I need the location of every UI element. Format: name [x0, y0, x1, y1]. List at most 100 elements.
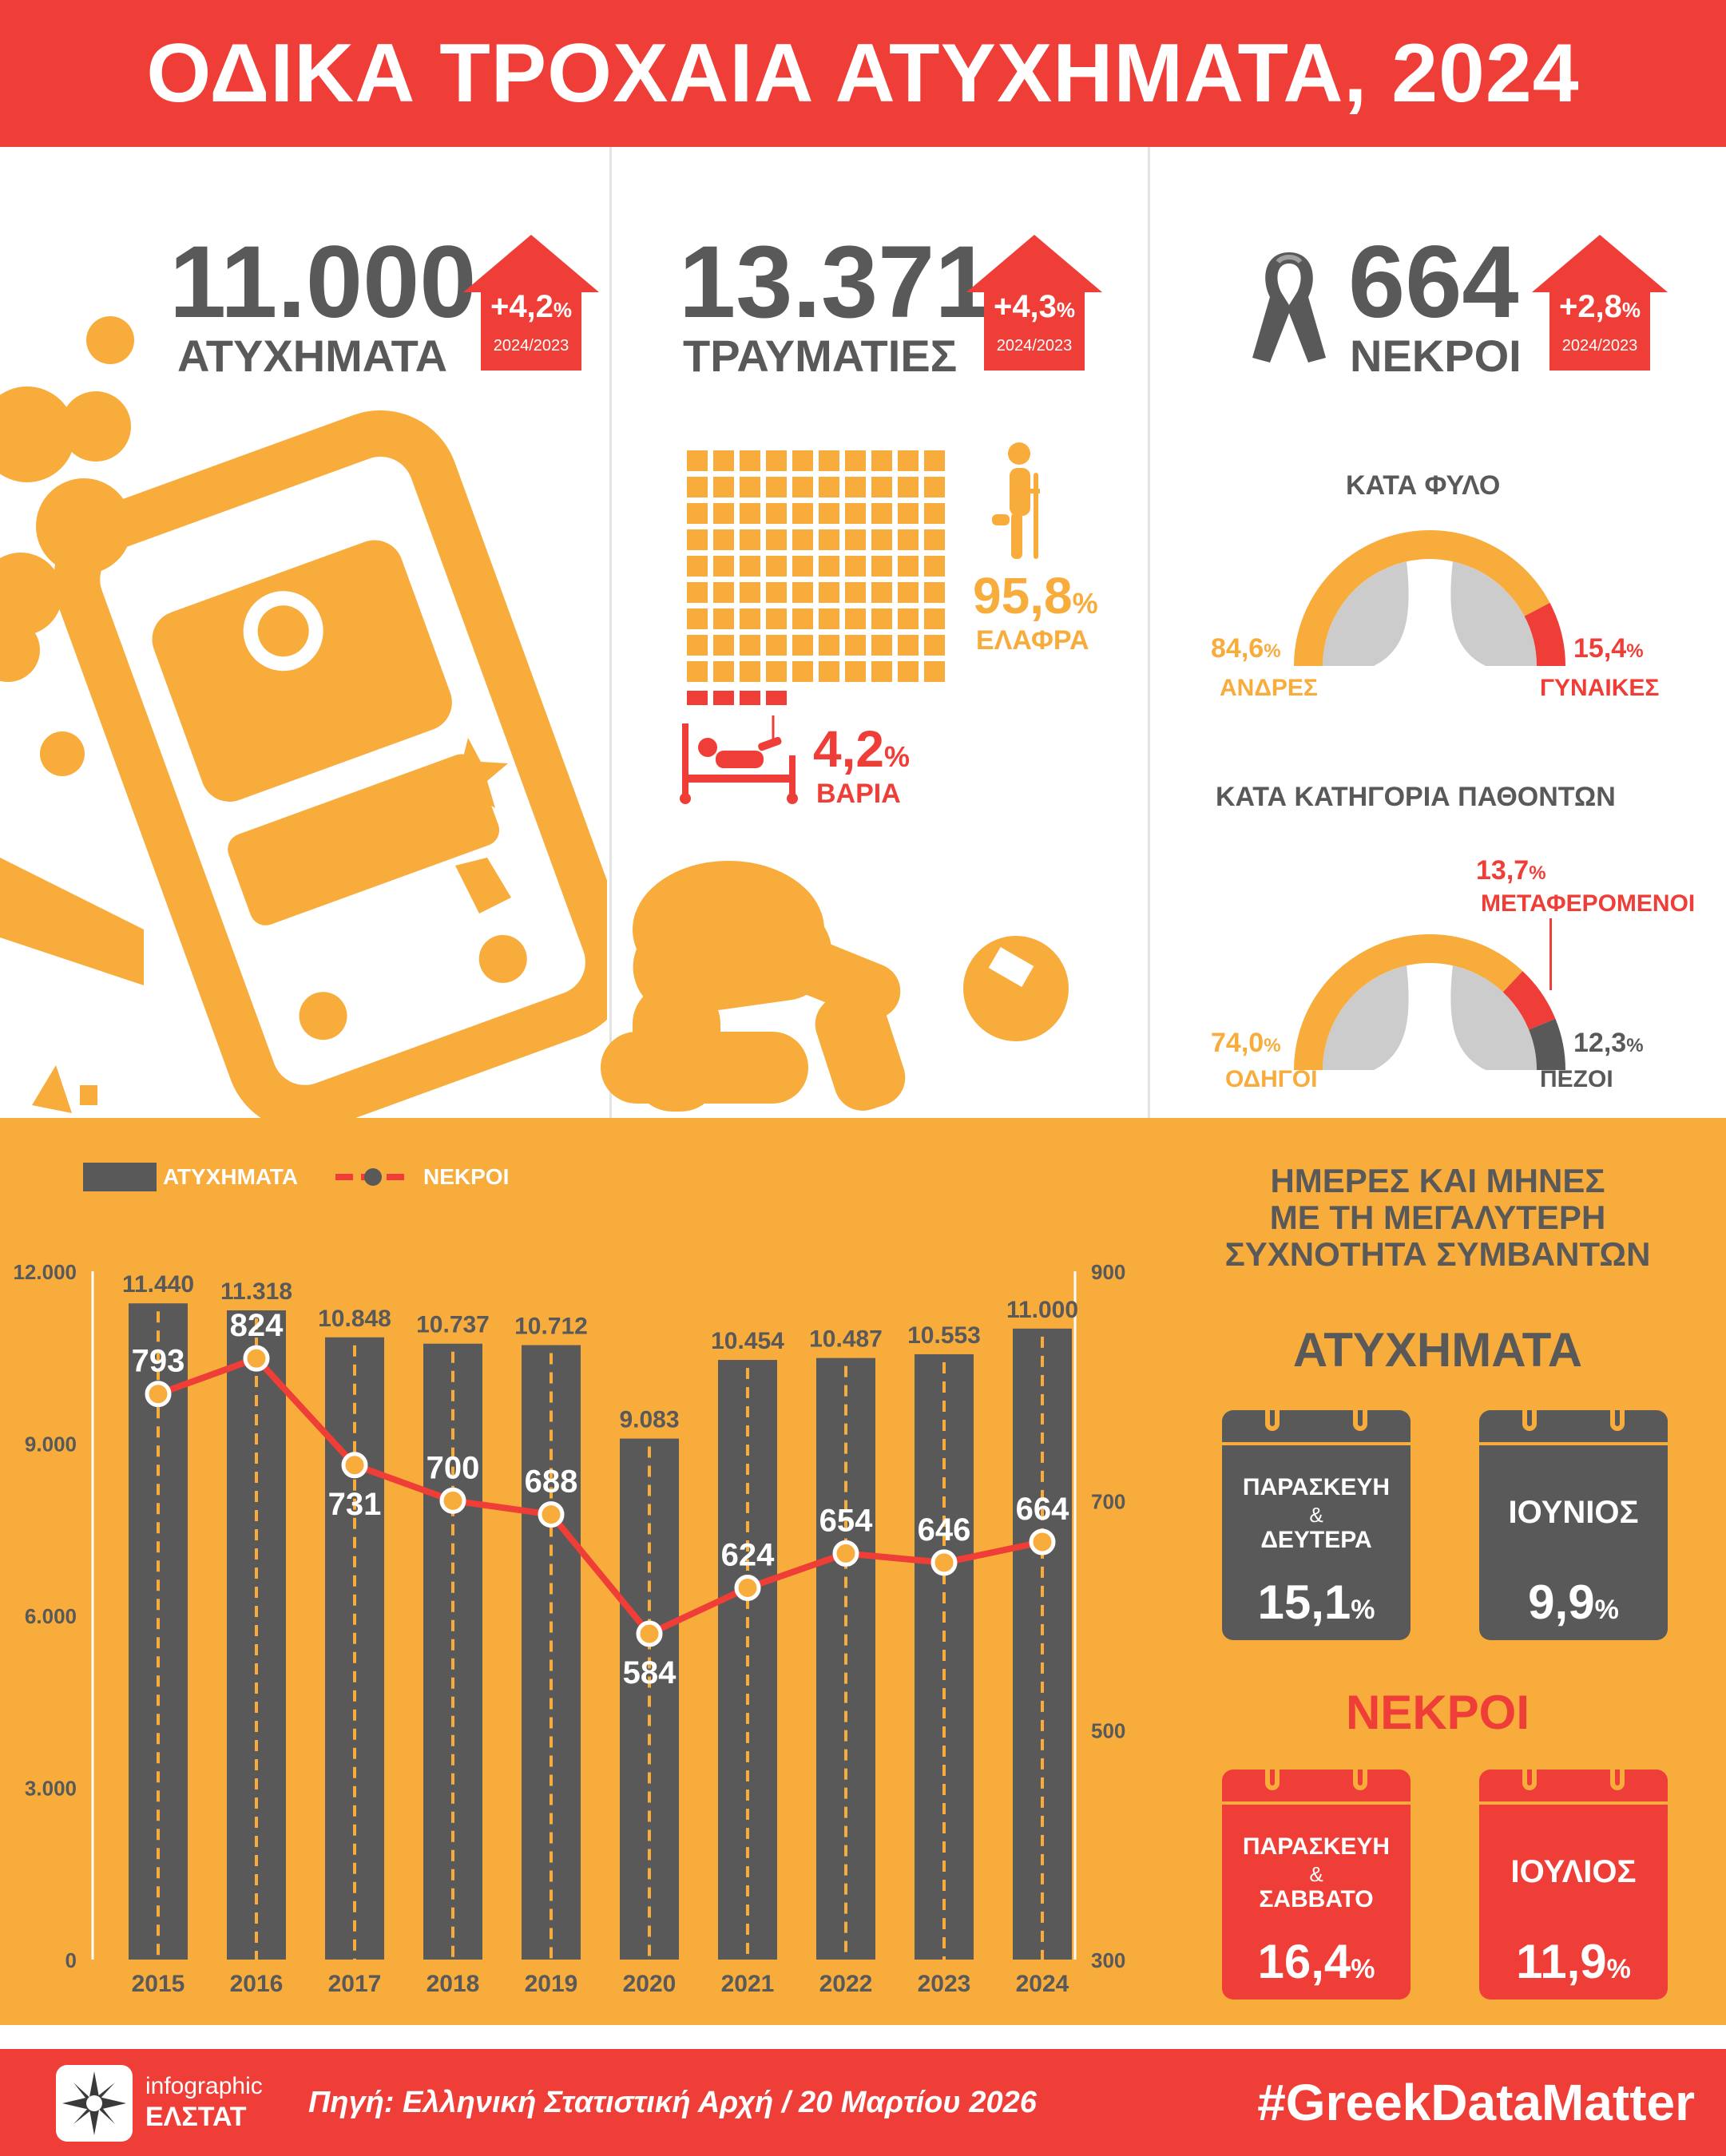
- header-bar: ΟΔΙΚΑ ΤΡΟΧΑΙΑ ΑΤΥΧΗΜΑΤΑ, 2024: [0, 0, 1726, 147]
- logo-text-bottom: ΕΛΣΤΑΤ: [145, 2102, 247, 2132]
- waffle-cell-light: [871, 582, 892, 603]
- bar-value-label: 10.454: [711, 1328, 784, 1354]
- legend-accidents-label: ΑΤΥΧΗΜΑΤΑ: [163, 1164, 299, 1189]
- deaths-change-arrow: +2,8% 2024/2023: [1532, 235, 1668, 371]
- legend-deaths-label: ΝΕΚΡΟΙ: [423, 1164, 510, 1189]
- deaths-line: [157, 1355, 1043, 1637]
- waffle-cell-light: [792, 529, 813, 550]
- passengers-pct: 13,7%: [1476, 855, 1546, 886]
- waffle-cell-light: [819, 608, 839, 629]
- frequency-deaths-heading: ΝΕΚΡΟΙ: [1345, 1686, 1530, 1739]
- waffle-cell-light: [740, 477, 760, 497]
- injured-change: +4,3: [993, 289, 1057, 324]
- bar-value-label: 10.712: [514, 1314, 588, 1340]
- deaths-point-2019: [538, 1501, 565, 1528]
- waffle-cell-light: [740, 529, 760, 550]
- waffle-cell-light: [713, 477, 734, 497]
- waffle-cell-light: [740, 661, 760, 682]
- waffle-cell-light: [819, 582, 839, 603]
- waffle-cell-light: [871, 608, 892, 629]
- injured-total: 13.371: [679, 225, 992, 339]
- deaths-point-2023: [930, 1549, 958, 1576]
- y2-tick-label: 300: [1091, 1948, 1125, 1972]
- waffle-cell-light: [713, 635, 734, 656]
- accidents-period: 2024/2023: [493, 337, 569, 355]
- deaths-point-2020: [636, 1620, 663, 1647]
- accidents-deaths-chart: 0 3.000 6.000 9.000 12.000 300 500 700 900 11.440…: [13, 1260, 1125, 1996]
- column-divider: [609, 147, 612, 1118]
- crutch-person-icon: [992, 442, 1040, 559]
- waffle-cell-severe: [766, 691, 787, 705]
- category-gauge-wheel-spoke: [1374, 958, 1486, 1070]
- waffle-cell-light: [845, 503, 866, 524]
- drivers-pct: 74,0%: [1211, 1028, 1281, 1058]
- women-label: ΓΥΝΑΙΚΕΣ: [1540, 675, 1660, 701]
- waffle-cell-light: [713, 608, 734, 629]
- pedestrians-pct: 12,3%: [1573, 1028, 1644, 1058]
- gender-gauge-wheel-spoke: [1374, 554, 1486, 666]
- bar-value-label: 10.487: [809, 1326, 883, 1353]
- waffle-cell-light: [819, 503, 839, 524]
- waffle-cell-light: [924, 608, 945, 629]
- waffle-cell-light: [819, 477, 839, 497]
- y2-tick-label: 700: [1091, 1489, 1125, 1513]
- waffle-cell-light: [687, 635, 708, 656]
- x-tick-label: 2023: [918, 1971, 971, 1996]
- women-pct: 15,4%: [1573, 633, 1644, 664]
- waffle-cell-light: [766, 556, 787, 577]
- waffle-cell-light: [898, 635, 919, 656]
- accidents-days-pct: 15,1%: [1257, 1575, 1375, 1629]
- gender-gauge-arc-women: [1524, 602, 1565, 667]
- waffle-cell-light: [819, 661, 839, 682]
- top-section: 11.000 ΑΤΥΧΗΜΑΤΑ +4,2% 2024/2023 13.371 …: [0, 147, 1726, 1118]
- x-tick-label: 2019: [525, 1971, 578, 1996]
- waffle-cell-light: [687, 661, 708, 682]
- deaths-change: +2,8: [1558, 289, 1622, 324]
- waffle-cell-light: [687, 503, 708, 524]
- deaths-label: ΝΕΚΡΟΙ: [1350, 331, 1522, 381]
- waffle-cell-light: [845, 529, 866, 550]
- waffle-cell-light: [924, 529, 945, 550]
- waffle-cell-light: [898, 608, 919, 629]
- passengers-label: ΜΕΤΑΦΕΡΟΜΕΝΟΙ: [1481, 890, 1696, 917]
- accidents-label: ΑΤΥΧΗΜΑΤΑ: [177, 331, 448, 381]
- accidents-total: 11.000: [169, 225, 477, 339]
- waffle-cell-light: [845, 608, 866, 629]
- deaths-period: 2024/2023: [1561, 337, 1638, 355]
- gender-gauge-title: ΚΑΤΑ ΦΥΛΟ: [1346, 470, 1501, 501]
- deaths-point-2017: [341, 1452, 368, 1479]
- kneeling-person-icon: [601, 861, 1069, 1112]
- waffle-cell-light: [792, 582, 813, 603]
- gender-gauge-arc-men: [1294, 530, 1550, 667]
- bar-value-label: 10.553: [907, 1322, 981, 1349]
- waffle-cell-light: [898, 503, 919, 524]
- bar-value-label: 9.083: [619, 1407, 679, 1433]
- section-gap: [0, 2025, 1726, 2049]
- deaths-point-2018: [439, 1487, 466, 1514]
- waffle-cell-light: [924, 635, 945, 656]
- waffle-cell-light: [845, 661, 866, 682]
- deaths-month-pct: 11,9%: [1516, 1935, 1631, 1988]
- black-ribbon-icon: [1252, 252, 1326, 363]
- waffle-cell-light: [687, 556, 708, 577]
- bar-value-label: 11.440: [122, 1271, 194, 1298]
- light-injuries-pct: 95,8%: [973, 567, 1098, 624]
- frequency-accidents-heading: ΑΤΥΧΗΜΑΤΑ: [1292, 1323, 1583, 1377]
- car-crash-icon: [0, 316, 607, 1118]
- frequency-title: ΗΜΕΡΕΣ ΚΑΙ ΜΗΝΕΣ ΜΕ ΤΗ ΜΕΓΑΛΥΤΕΡΗ ΣΥΧΝΟΤ…: [1224, 1162, 1651, 1273]
- bar-value-label: 10.737: [416, 1312, 490, 1338]
- waffle-cell-light: [687, 477, 708, 497]
- passengers-leader-line: [1549, 918, 1552, 990]
- category-gauge-title: ΚΑΤΑ ΚΑΤΗΓΟΡΙΑ ΠΑΘΟΝΤΩΝ: [1216, 782, 1616, 812]
- waffle-cell-light: [792, 556, 813, 577]
- waffle-cell-light: [792, 503, 813, 524]
- waffle-cell-light: [871, 635, 892, 656]
- waffle-cell-severe: [687, 691, 708, 705]
- deaths-value-label: 793: [132, 1344, 185, 1379]
- y2-tick-label: 500: [1091, 1719, 1125, 1743]
- deaths-point-2021: [734, 1575, 761, 1602]
- pedestrians-label: ΠΕΖΟΙ: [1540, 1066, 1613, 1092]
- waffle-cell-light: [898, 450, 919, 471]
- gender-gauge: [1294, 530, 1565, 667]
- source-text: Πηγή: Ελληνική Στατιστική Αρχή / 20 Μαρτ…: [308, 2086, 1037, 2119]
